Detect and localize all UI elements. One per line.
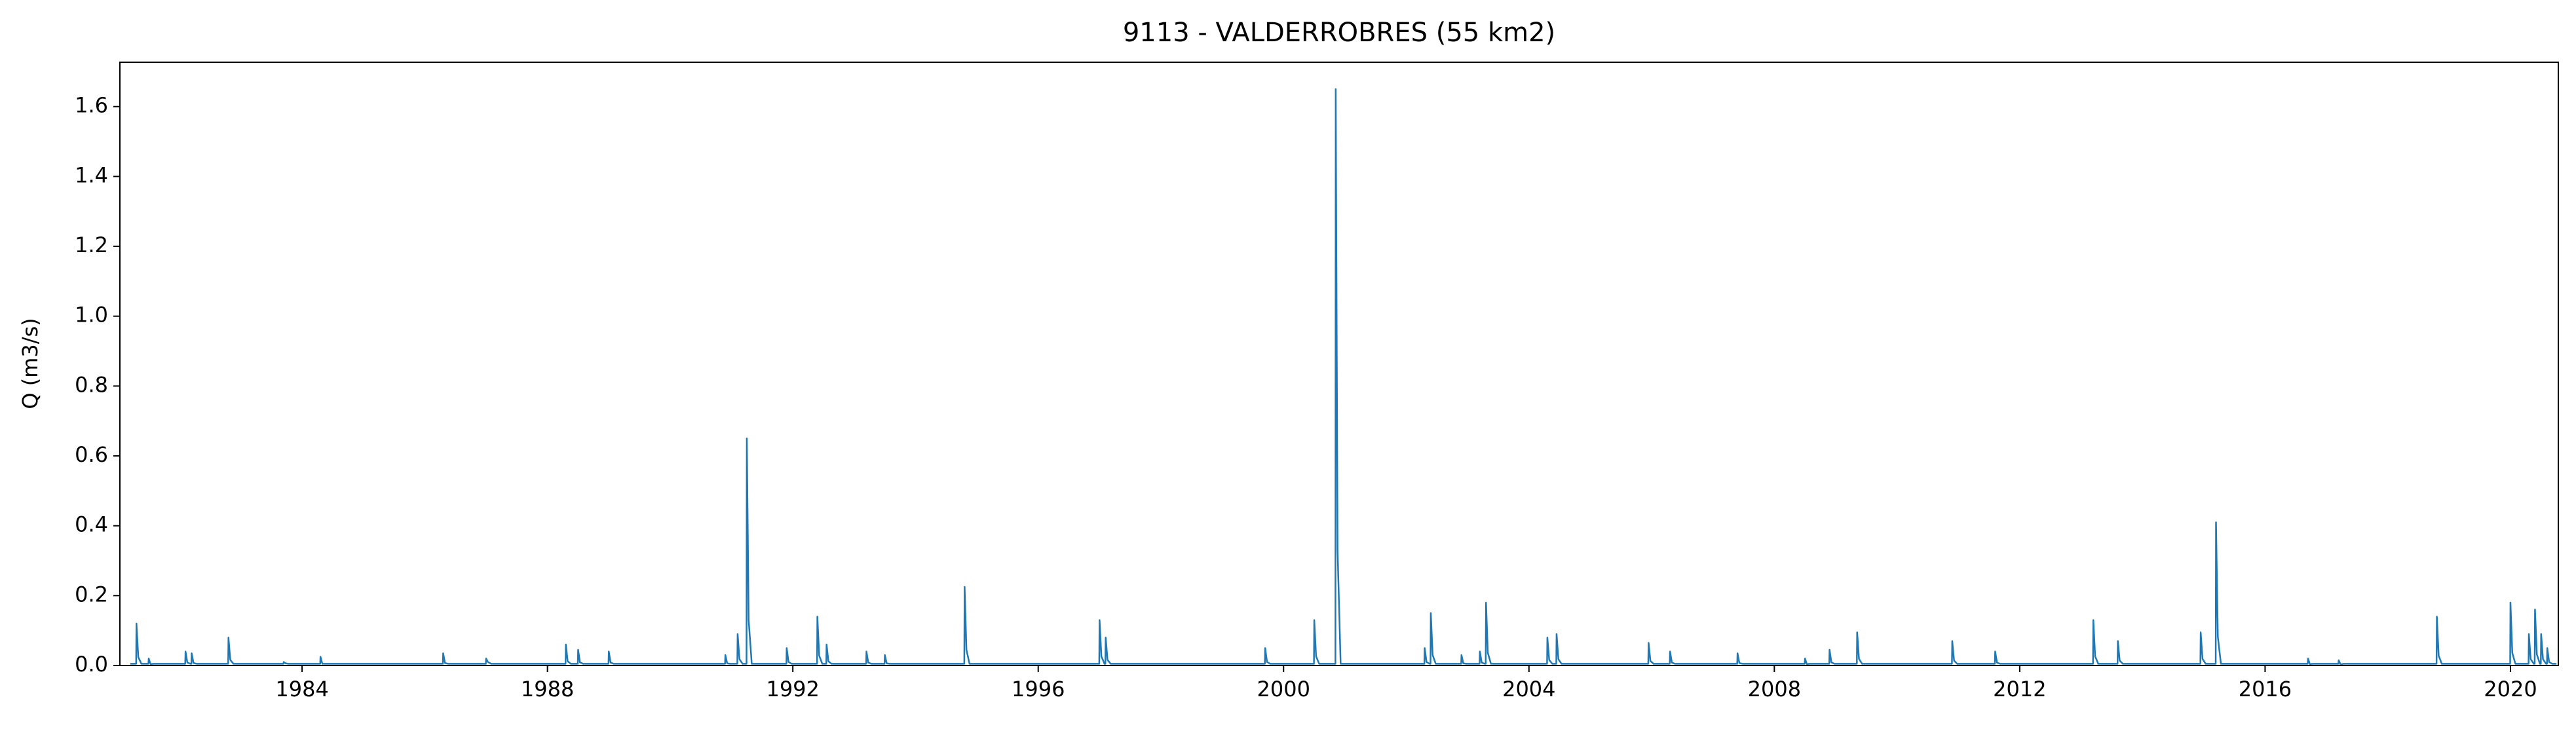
- x-tick-label: 1988: [521, 677, 574, 702]
- x-tick-label: 1984: [275, 677, 328, 702]
- x-tick-label: 2016: [2239, 677, 2292, 702]
- x-tick-label: 2020: [2484, 677, 2537, 702]
- y-tick-label: 1.4: [75, 162, 108, 187]
- y-tick-label: 0.0: [75, 652, 108, 677]
- y-tick-label: 0.8: [75, 372, 108, 397]
- x-tick-label: 2000: [1257, 677, 1310, 702]
- plot-frame: [119, 62, 2559, 666]
- x-tick-label: 2004: [1502, 677, 1555, 702]
- y-tick-label: 0.4: [75, 512, 108, 537]
- x-tick-label: 2012: [1993, 677, 2046, 702]
- data-line: [130, 88, 2557, 665]
- y-tick-label: 1.6: [75, 93, 108, 118]
- y-axis-label: Q (m3/s): [18, 318, 43, 409]
- y-tick-label: 0.6: [75, 442, 108, 467]
- x-tick-label: 2008: [1748, 677, 1801, 702]
- x-tick-label: 1996: [1012, 677, 1065, 702]
- y-tick-label: 1.0: [75, 303, 108, 328]
- y-tick-label: 1.2: [75, 233, 108, 257]
- y-tick-label: 0.2: [75, 582, 108, 607]
- x-tick-label: 1992: [766, 677, 819, 702]
- chart-title: 9113 - VALDERROBRES (55 km2): [1123, 18, 1555, 48]
